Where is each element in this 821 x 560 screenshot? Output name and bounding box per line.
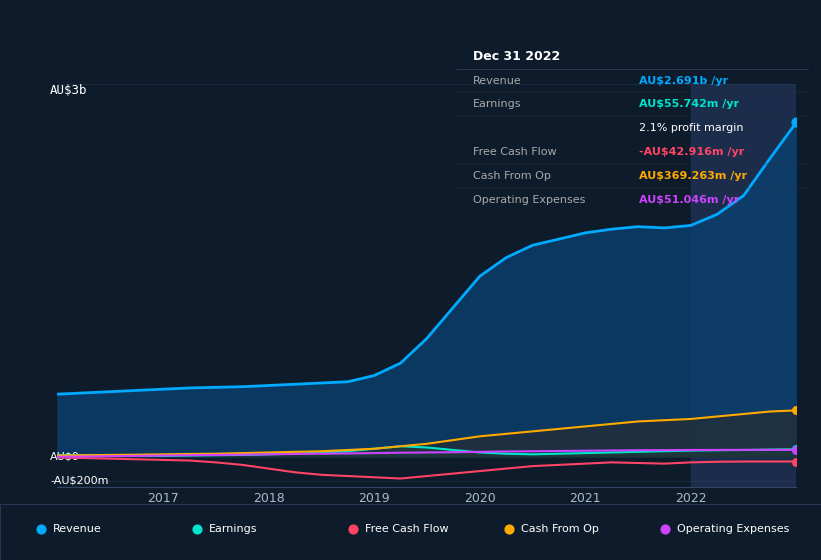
Text: 2.1% profit margin: 2.1% profit margin xyxy=(640,123,744,133)
Bar xyxy=(690,84,807,487)
Text: -AU$42.916m /yr: -AU$42.916m /yr xyxy=(640,147,745,157)
Text: AU$51.046m /yr: AU$51.046m /yr xyxy=(640,194,740,204)
Text: Revenue: Revenue xyxy=(474,76,522,86)
Point xyxy=(777,248,791,256)
Text: Operating Expenses: Operating Expenses xyxy=(474,194,585,204)
Text: Dec 31 2022: Dec 31 2022 xyxy=(474,50,561,63)
Text: Free Cash Flow: Free Cash Flow xyxy=(474,147,557,157)
Text: -AU$200m: -AU$200m xyxy=(50,476,108,486)
Text: AU$2.691b /yr: AU$2.691b /yr xyxy=(640,76,728,86)
Point xyxy=(790,457,803,466)
Text: Earnings: Earnings xyxy=(474,99,522,109)
Point xyxy=(790,445,803,454)
Text: Free Cash Flow: Free Cash Flow xyxy=(365,524,449,534)
Text: Cash From Op: Cash From Op xyxy=(474,171,551,181)
Text: Operating Expenses: Operating Expenses xyxy=(677,524,790,534)
Text: AU$369.263m /yr: AU$369.263m /yr xyxy=(640,171,747,181)
Point xyxy=(790,118,803,127)
Text: Cash From Op: Cash From Op xyxy=(521,524,599,534)
Point xyxy=(790,445,803,454)
Text: AU$0: AU$0 xyxy=(50,451,80,461)
Point xyxy=(790,406,803,415)
Text: Revenue: Revenue xyxy=(53,524,102,534)
Text: AU$55.742m /yr: AU$55.742m /yr xyxy=(640,99,740,109)
Text: Earnings: Earnings xyxy=(209,524,258,534)
Text: AU$3b: AU$3b xyxy=(50,84,88,97)
